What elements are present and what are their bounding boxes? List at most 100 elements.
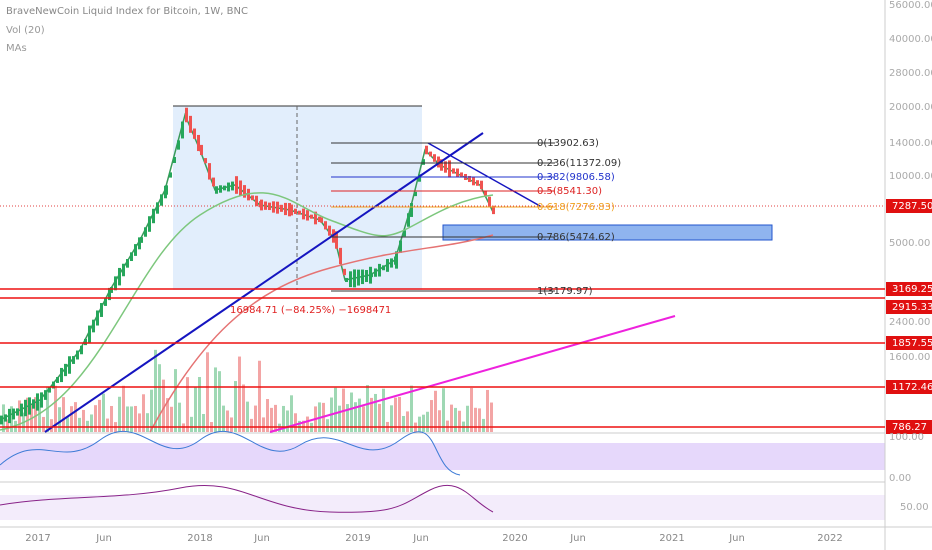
price-tag — [886, 380, 932, 394]
candle — [204, 158, 207, 164]
volume-bar — [482, 418, 485, 432]
price-axis-label: 14000.00 — [889, 138, 932, 149]
volume-bar — [34, 397, 37, 432]
candle — [215, 186, 218, 194]
volume-bar — [126, 406, 129, 432]
candle — [80, 345, 83, 355]
candle — [227, 182, 230, 192]
candle — [219, 185, 222, 193]
volume-bar — [98, 399, 101, 432]
candle — [437, 156, 440, 168]
candle — [130, 252, 133, 262]
candle — [365, 270, 368, 282]
candle — [399, 240, 402, 253]
candle — [32, 399, 35, 409]
current-tag-label: 7287.50 — [892, 201, 932, 212]
price-tag — [886, 300, 932, 314]
candle — [212, 177, 215, 187]
time-axis-label: Jun — [95, 533, 112, 544]
volume-bar — [262, 417, 265, 432]
candle — [328, 225, 331, 236]
volume-bar — [362, 406, 365, 432]
volume-bar — [474, 407, 477, 432]
candle — [56, 377, 59, 383]
candle — [193, 128, 196, 139]
fib-label: 0.5(8541.30) — [537, 186, 602, 197]
volume-bar — [122, 385, 125, 432]
current-tag — [886, 199, 932, 213]
volume-bar — [266, 399, 269, 432]
candle — [108, 287, 111, 301]
volume-bar — [378, 403, 381, 432]
candle — [177, 140, 180, 150]
candle — [181, 121, 184, 139]
volume-bar — [18, 400, 21, 432]
price-axis-label: 40000.00 — [889, 34, 932, 45]
volume-bar — [278, 423, 281, 432]
candle — [255, 195, 258, 207]
candle — [272, 201, 275, 213]
candle — [12, 408, 15, 420]
candle — [173, 157, 176, 163]
mas-label: MAs — [6, 43, 27, 54]
candle — [378, 263, 381, 277]
fib-label: 1(3179.97) — [537, 286, 593, 297]
volume-bar — [242, 384, 245, 432]
candle — [335, 231, 338, 249]
volume-bar — [382, 388, 385, 432]
volume-bar — [238, 356, 241, 432]
candle — [382, 265, 385, 271]
candle — [276, 201, 279, 214]
volume-bar — [214, 367, 217, 432]
candle — [4, 414, 7, 422]
candle — [476, 180, 479, 186]
volume-bar — [54, 385, 57, 432]
volume-bar — [138, 413, 141, 432]
annotation: 16984.71 (−84.25%) −1698471 — [230, 305, 391, 316]
volume-bar — [450, 404, 453, 432]
volume-bar — [106, 418, 109, 432]
price-tag-label: 2915.33 — [892, 302, 932, 313]
candle — [160, 194, 163, 206]
candle — [339, 247, 342, 265]
volume-bar — [90, 414, 93, 432]
candle — [28, 397, 31, 415]
candle — [422, 159, 425, 165]
candle — [429, 151, 432, 157]
candle — [488, 196, 491, 207]
volume-bar — [374, 393, 377, 432]
volume-bar — [174, 369, 177, 432]
candle — [386, 258, 389, 272]
volume-bar — [26, 397, 29, 432]
candle — [134, 244, 137, 256]
volume-bar — [398, 396, 401, 432]
volume-bar — [150, 389, 153, 432]
volume-bar — [194, 387, 197, 432]
candle — [284, 202, 287, 216]
volume-bar — [454, 407, 457, 432]
volume-bar — [222, 405, 225, 432]
candle — [343, 268, 346, 276]
candle — [208, 163, 211, 180]
candle — [40, 392, 43, 408]
volume-bar — [206, 352, 209, 432]
fib-label: 0.236(11372.09) — [537, 158, 621, 169]
volume-bar — [134, 405, 137, 432]
volume-bar — [354, 402, 357, 432]
candle — [24, 399, 27, 417]
candle — [68, 356, 71, 374]
volume-bar — [406, 411, 409, 432]
candle — [403, 230, 406, 237]
candle — [100, 303, 103, 317]
volume-bar — [142, 394, 145, 432]
volume-label: Vol (20) — [6, 25, 45, 36]
volume-bar — [146, 413, 149, 432]
trendline-pink — [269, 315, 676, 433]
volume-bar — [130, 406, 133, 432]
time-axis-label: 2022 — [817, 533, 842, 544]
volume-bar — [230, 417, 233, 432]
price-tag-label: 1172.46 — [892, 382, 932, 393]
volume-bar — [74, 402, 77, 432]
volume-bar — [6, 419, 9, 432]
candle — [48, 387, 51, 393]
